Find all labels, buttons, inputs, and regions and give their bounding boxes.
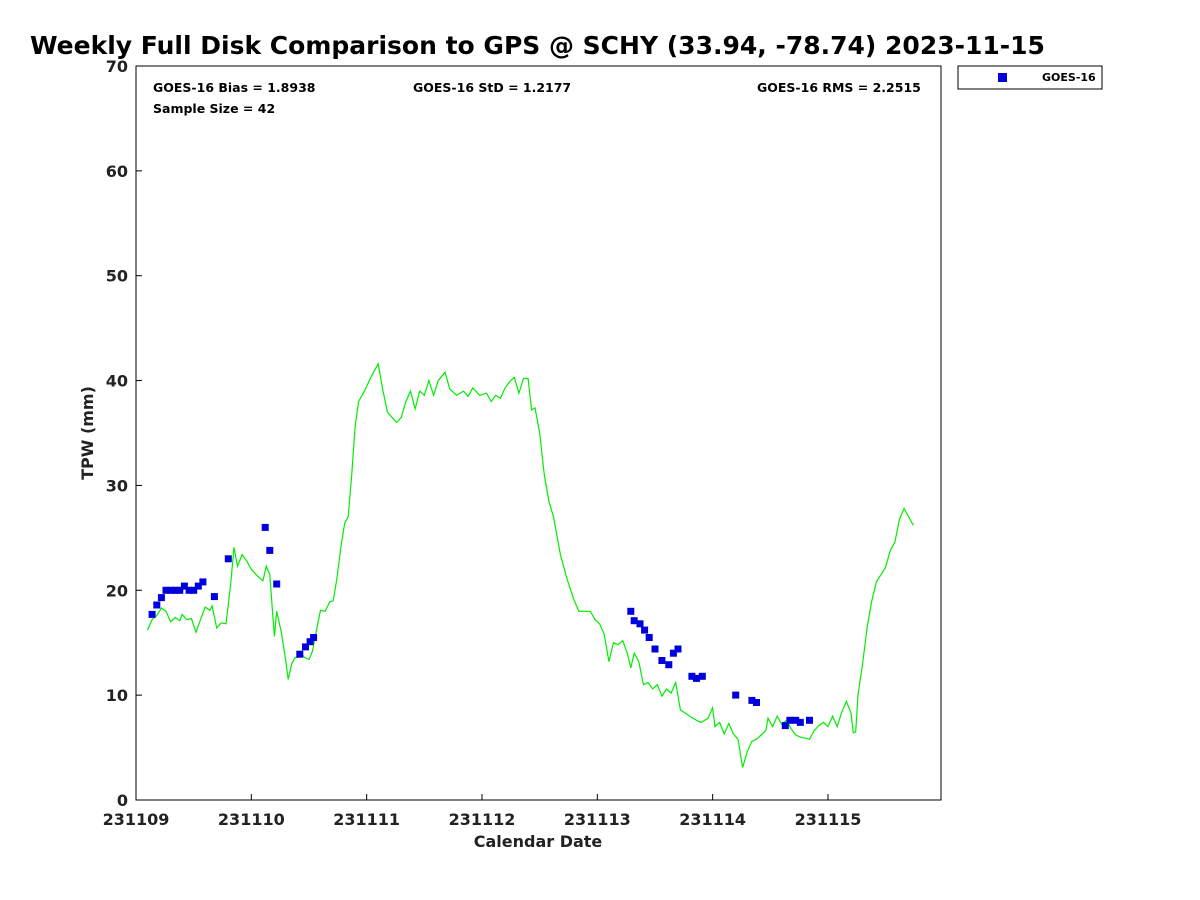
chart-title: Weekly Full Disk Comparison to GPS @ SCH… [30,31,1045,60]
y-tick-label: 20 [106,581,128,600]
goes16-point [636,620,644,628]
x-tick-label: 231109 [103,810,170,829]
goes16-point [674,645,682,653]
goes16-point [162,586,170,594]
y-tick-label: 40 [106,372,128,391]
y-tick-label: 50 [106,267,128,286]
goes16-point [306,638,314,646]
goes16-point [157,594,165,602]
stat-std: GOES-16 StD = 1.2177 [413,80,571,95]
stat-bias: GOES-16 Bias = 1.8938 [153,80,315,95]
goes16-point [176,586,184,594]
legend-box [957,65,1103,90]
plot-area [135,65,942,801]
goes16-point [806,716,813,724]
series-gps [146,362,914,768]
goes16-point [688,672,696,680]
goes16-point [167,586,175,594]
goes16-point [261,523,269,531]
x-tick-label: 231115 [795,810,862,829]
stat-rms: GOES-16 RMS = 2.2515 [757,80,921,95]
goes16-point [641,626,649,634]
y-axis: 0 10 20 30 40 50 60 70 [106,57,142,810]
goes16-point [627,607,635,615]
y-tick-label: 10 [106,686,128,705]
y-tick-label: 60 [106,162,128,181]
goes16-point [693,674,700,682]
legend-marker-goes16 [998,73,1007,82]
y-tick-label: 0 [117,791,128,810]
goes16-point [753,699,760,706]
goes16-point [669,649,677,657]
goes16-point [224,555,232,563]
gps-line [146,362,914,768]
goes16-point [153,601,161,609]
y-tick-label: 70 [106,57,128,76]
goes16-point [180,582,188,590]
legend-label-goes16: GOES-16 [1042,71,1096,84]
goes16-point [296,650,304,658]
goes16-point [273,580,281,588]
goes16-point [302,643,309,651]
y-axis-label: TPW (mm) [78,386,97,480]
goes16-point [732,691,740,699]
goes16-point [786,716,794,724]
x-axis: 231109 231110 231111 231112 231113 231114 2311… [103,794,862,829]
goes16-point [185,586,193,594]
y-tick-label: 30 [106,476,128,495]
goes16-point [199,578,207,586]
goes16-point [796,718,804,726]
goes16-point [792,716,800,724]
stat-sample-size: Sample Size = 42 [153,101,275,116]
x-tick-label: 231111 [333,810,400,829]
goes16-point [748,696,756,704]
goes16-point [645,634,653,641]
x-axis-label: Calendar Date [474,832,603,851]
goes16-point [210,593,218,601]
x-tick-label: 231112 [449,810,516,829]
goes16-point [630,617,638,625]
goes16-point [698,672,706,680]
goes16-point [148,610,156,618]
goes16-point [781,722,789,730]
goes16-point [266,546,274,554]
goes16-point [658,657,666,664]
goes16-point [665,661,673,669]
x-tick-label: 231110 [218,810,285,829]
series-goes16 [148,523,813,730]
goes16-point [310,634,318,641]
legend: GOES-16 [957,65,1103,90]
x-tick-label: 231114 [679,810,746,829]
goes16-point [190,586,198,594]
x-tick-label: 231113 [564,810,631,829]
goes16-point [194,582,202,590]
goes16-point [171,586,179,594]
goes16-point [651,645,659,653]
